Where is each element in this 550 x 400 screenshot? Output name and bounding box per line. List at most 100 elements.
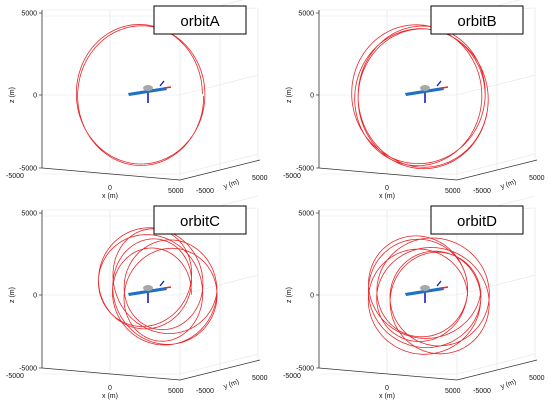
panel-title-box: orbitD (430, 205, 524, 235)
aircraft-rudder (159, 280, 165, 287)
y-tick-label: -5000 (196, 388, 214, 395)
aircraft-wing (405, 287, 444, 296)
y-axis-line (456, 159, 538, 181)
y-tick-label: -5000 (473, 388, 491, 395)
z-tick-label: -5000 (296, 166, 314, 173)
y-tick-label: 5000 (252, 175, 268, 182)
y-tick-label: 5000 (529, 175, 545, 182)
grid-line (456, 274, 536, 296)
panel-title-box: orbitA (153, 5, 247, 35)
aircraft-tail (441, 86, 449, 89)
grid-line (179, 274, 259, 296)
aircraft-cockpit (143, 85, 153, 91)
orbit-path (98, 227, 218, 346)
z-tick-label: -5000 (19, 366, 37, 373)
z-tick-label: -5000 (296, 366, 314, 373)
grid-line (179, 74, 259, 96)
title-frame (430, 205, 524, 235)
x-tick-label: 0 (385, 385, 389, 392)
orbit-path (75, 24, 206, 166)
aircraft-tail (441, 286, 449, 289)
aircraft-cockpit (143, 285, 153, 291)
orbit-path (351, 24, 489, 170)
x-axis-line (318, 167, 458, 181)
z-tick-label: 0 (310, 293, 314, 300)
x-tick-label: 0 (385, 185, 389, 192)
x-tick-label: -5000 (6, 373, 24, 380)
y-tick-label: 5000 (529, 375, 545, 382)
z-axis-label: z (m) (286, 87, 293, 103)
z-tick-label: 5000 (21, 211, 37, 218)
panel-title-box: orbitC (153, 205, 247, 235)
x-axis-line (41, 167, 181, 181)
y-tick-label: -5000 (473, 188, 491, 195)
y-axis-label: y (m) (500, 379, 517, 391)
grid-line (179, 153, 259, 175)
aircraft-model (405, 80, 449, 103)
x-tick-label: 5000 (168, 388, 184, 395)
panel-title-box: orbitB (430, 5, 524, 35)
aircraft-rudder (436, 280, 442, 287)
aircraft-rudder (159, 80, 165, 87)
orbit-path (367, 235, 490, 355)
x-axis-label: x (m) (102, 193, 118, 200)
title-frame (153, 5, 247, 35)
y-axis-line (179, 159, 261, 181)
y-axis-label: y (m) (500, 179, 517, 191)
x-axis-label: x (m) (102, 393, 118, 400)
x-tick-label: -5000 (283, 373, 301, 380)
z-tick-label: -5000 (19, 166, 37, 173)
x-tick-label: 0 (108, 385, 112, 392)
x-tick-label: 5000 (445, 188, 461, 195)
x-tick-label: -5000 (6, 173, 24, 180)
aircraft-model (128, 80, 172, 103)
panel-title: orbitA (180, 13, 219, 30)
x-axis-label: x (m) (379, 393, 395, 400)
grid-line (456, 353, 536, 375)
aircraft-wing (405, 87, 444, 96)
aircraft-wing (128, 87, 167, 96)
y-axis-label: y (m) (223, 379, 240, 391)
x-tick-label: 5000 (168, 188, 184, 195)
z-tick-label: 5000 (298, 11, 314, 18)
y-axis-label: y (m) (223, 179, 240, 191)
z-axis-label: z (m) (9, 287, 16, 303)
aircraft-tail (164, 86, 172, 89)
title-frame (430, 5, 524, 35)
panel-title: orbitB (457, 13, 496, 30)
grid-line (179, 353, 259, 375)
x-axis-label: x (m) (379, 193, 395, 200)
grid-line (456, 153, 536, 175)
title-frame (153, 205, 247, 235)
y-axis-line (179, 359, 261, 381)
z-tick-label: 0 (33, 293, 37, 300)
y-axis-line (456, 359, 538, 381)
aircraft-cockpit (420, 285, 430, 291)
panel-title: orbitD (457, 213, 497, 230)
z-axis-label: z (m) (286, 287, 293, 303)
z-tick-label: 5000 (298, 211, 314, 218)
z-axis-label: z (m) (9, 87, 16, 103)
x-tick-label: -5000 (283, 173, 301, 180)
y-tick-label: -5000 (196, 188, 214, 195)
aircraft-model (128, 280, 172, 303)
grid-line (456, 74, 536, 96)
x-tick-label: 0 (108, 185, 112, 192)
z-tick-label: 0 (33, 93, 37, 100)
aircraft-tail (164, 286, 172, 289)
x-tick-label: 5000 (445, 388, 461, 395)
z-tick-label: 5000 (21, 11, 37, 18)
x-axis-line (318, 367, 458, 381)
aircraft-rudder (436, 80, 442, 87)
aircraft-cockpit (420, 85, 430, 91)
panel-title: orbitC (180, 213, 220, 230)
